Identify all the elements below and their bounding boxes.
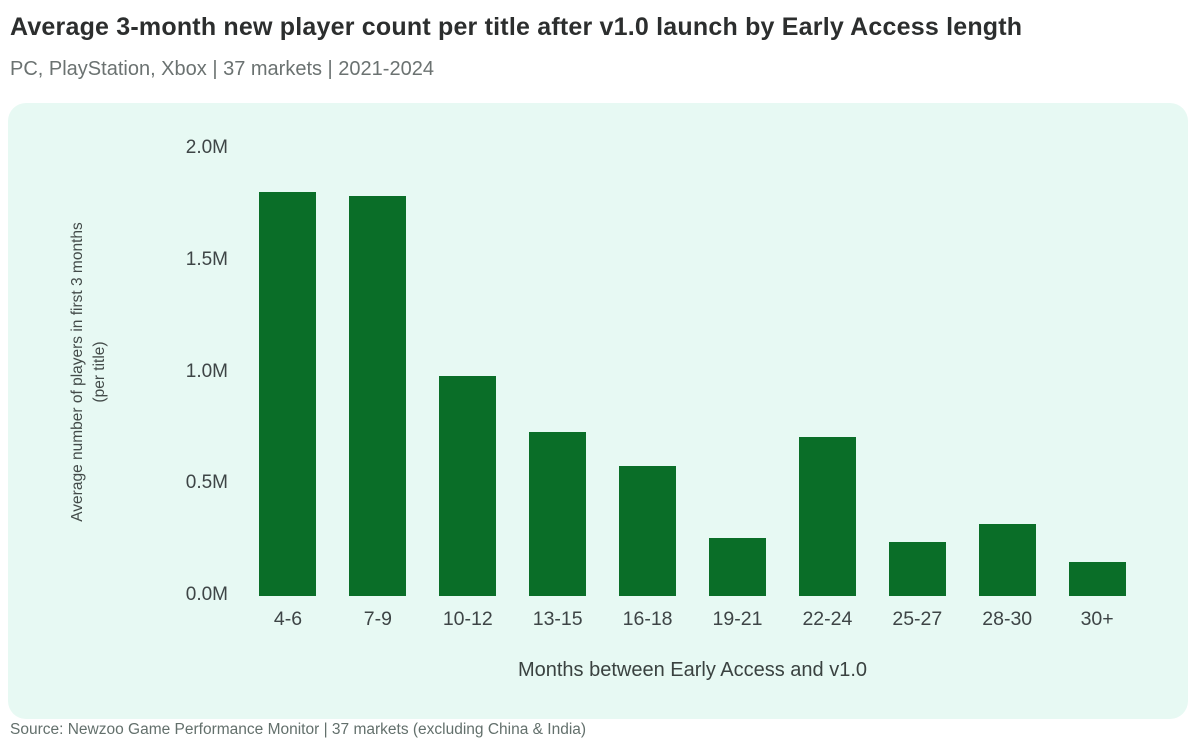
x-tick-label: 25-27 (892, 608, 943, 630)
x-tick-label: 28-30 (982, 608, 1033, 630)
bar-slot (962, 147, 1052, 596)
x-axis-title: Months between Early Access and v1.0 (517, 659, 868, 681)
y-tick-label: 2.0M (185, 137, 228, 158)
y-axis-tick-labels: 2.0M 1.5M 1.0M 0.5M 0.0M (108, 137, 228, 605)
bar-slot (603, 147, 693, 596)
x-tick-label: 22-24 (802, 608, 853, 630)
y-tick-label: 0.0M (185, 584, 228, 605)
y-tick-label: 1.5M (185, 248, 228, 270)
bar-22-24 (798, 436, 856, 596)
bar-30+ (1068, 562, 1126, 596)
chart-title: Average 3-month new player count per tit… (10, 13, 1023, 41)
source-note: Source: Newzoo Game Performance Monitor … (10, 721, 587, 738)
y-axis-title-line1: Average number of players in first 3 mon… (69, 222, 86, 522)
bar-slot (333, 147, 423, 596)
x-axis-tick-labels: 4-6 7-9 10-12 13-15 16-18 19-21 22-24 25-27 28-3… (243, 608, 1142, 631)
bar-slot (1052, 147, 1142, 596)
bar-slot (872, 147, 962, 596)
plot-area (243, 147, 1142, 596)
x-tick-label: 10-12 (442, 608, 493, 630)
x-tick-label: 7-9 (363, 608, 392, 630)
x-tick-label: 4-6 (273, 608, 303, 630)
x-tick-label: 19-21 (712, 608, 763, 630)
bar-16-18 (619, 465, 677, 596)
bar-7-9 (349, 196, 407, 596)
bar-19-21 (708, 537, 766, 596)
bar-slot (513, 147, 603, 596)
x-tick-label: 13-15 (532, 608, 583, 630)
bar-10-12 (439, 376, 497, 596)
y-tick-label: 0.5M (185, 472, 228, 494)
y-tick-label: 1.0M (185, 360, 228, 382)
bar-28-30 (978, 524, 1036, 596)
x-tick-label: 30+ (1080, 608, 1114, 630)
x-tick-label: 16-18 (622, 608, 673, 630)
chart-subtitle: PC, PlayStation, Xbox | 37 markets | 202… (10, 58, 434, 80)
bar-slot (693, 147, 783, 596)
bar-slot (782, 147, 872, 596)
bar-4-6 (259, 191, 317, 596)
bar-slot (243, 147, 333, 596)
bar-25-27 (888, 542, 946, 596)
chart-panel: Average number of players in first 3 mon… (8, 103, 1188, 719)
bar-13-15 (529, 432, 587, 596)
bar-slot (423, 147, 513, 596)
